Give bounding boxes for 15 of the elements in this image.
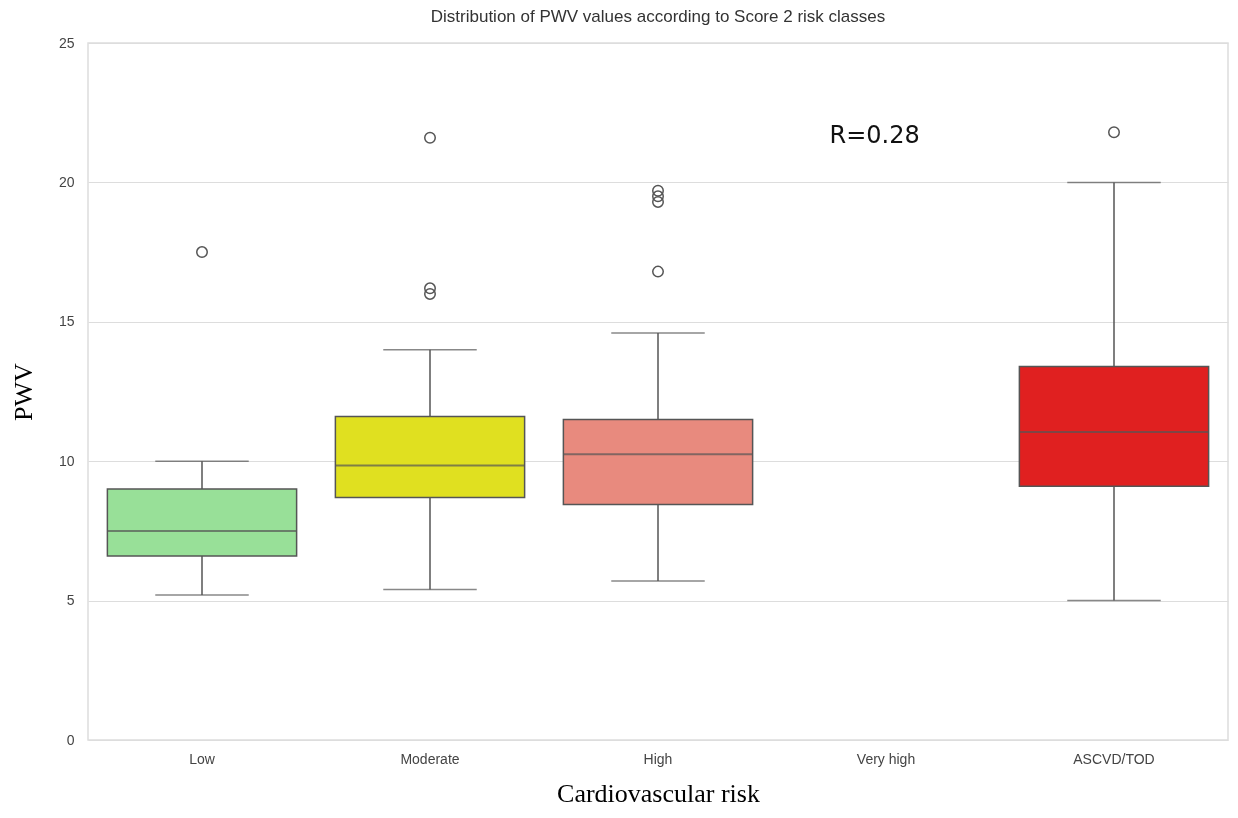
x-tick-label: Moderate xyxy=(400,750,460,767)
chart-title: Distribution of PWV values according to Score 2 risk classes xyxy=(430,7,886,26)
y-tick-label: 0 xyxy=(66,731,75,748)
x-tick-label: ASCVD/TOD xyxy=(1073,750,1155,767)
y-tick-label: 25 xyxy=(58,34,75,51)
y-tick-label: 5 xyxy=(66,592,75,609)
y-tick-label: 15 xyxy=(58,313,75,330)
y-tick-label: 20 xyxy=(58,173,75,190)
x-axis-title: Cardiovascular risk xyxy=(557,778,760,808)
x-tick-label: High xyxy=(643,750,673,767)
annotation: R=0.28 xyxy=(829,120,920,149)
y-tick-label: 10 xyxy=(58,452,75,469)
x-tick-label: Low xyxy=(189,750,216,767)
x-tick-label: Very high xyxy=(856,750,916,767)
y-axis-title: PWV xyxy=(8,362,38,421)
